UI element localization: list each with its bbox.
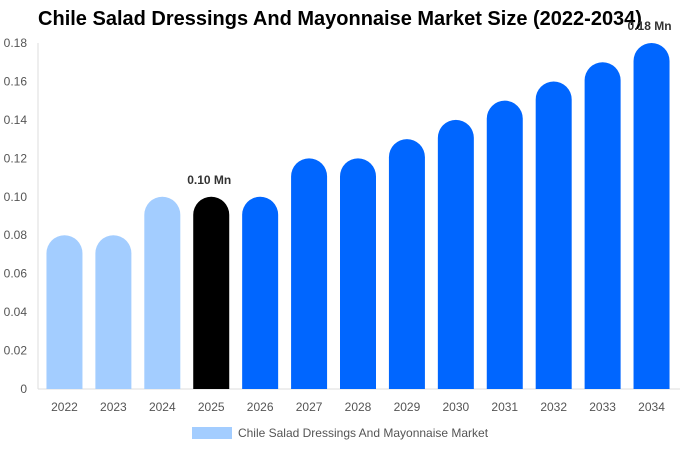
bar-2029: [388, 139, 425, 389]
chart-title: Chile Salad Dressings And Mayonnaise Mar…: [38, 8, 642, 30]
x-tick-label: 2022: [51, 400, 78, 414]
x-tick-label: 2032: [540, 400, 567, 414]
y-tick-label: 0.14: [4, 113, 28, 127]
y-tick-label: 0.18: [4, 36, 28, 50]
x-tick-label: 2030: [442, 400, 469, 414]
y-tick-label: 0.12: [4, 151, 28, 165]
x-tick-label: 2024: [149, 400, 176, 414]
y-tick-label: 0.06: [4, 267, 28, 281]
data-label: 0.18 Mn: [628, 19, 672, 33]
data-label: 0.10 Mn: [187, 173, 231, 187]
x-tick-label: 2025: [198, 400, 225, 414]
y-tick-label: 0.16: [4, 74, 28, 88]
legend-swatch: [191, 427, 232, 439]
x-tick-label: 2034: [638, 400, 665, 414]
bar-2031: [486, 100, 523, 389]
legend: Chile Salad Dressings And Mayonnaise Mar…: [0, 426, 680, 440]
x-tick-label: 2028: [345, 400, 372, 414]
y-tick-label: 0.02: [4, 344, 28, 358]
y-tick-label: 0: [20, 382, 27, 396]
bar-2033: [584, 62, 621, 389]
y-tick-label: 0.10: [4, 190, 28, 204]
bar-2030: [437, 119, 474, 389]
x-tick-label: 2031: [491, 400, 518, 414]
x-tick-label: 2026: [247, 400, 274, 414]
x-tick-label: 2027: [296, 400, 323, 414]
bar-2025: [193, 196, 230, 389]
x-tick-label: 2029: [394, 400, 421, 414]
bar-2022: [46, 235, 83, 389]
bar-2034: [633, 43, 670, 389]
bar-2024: [144, 196, 181, 389]
bar-2023: [95, 235, 132, 389]
bar-2032: [535, 81, 572, 389]
x-tick-label: 2023: [100, 400, 127, 414]
bar-2027: [291, 158, 328, 389]
y-tick-label: 0.08: [4, 228, 28, 242]
x-tick-label: 2033: [589, 400, 616, 414]
y-tick-label: 0.04: [4, 305, 28, 319]
legend-label: Chile Salad Dressings And Mayonnaise Mar…: [237, 426, 489, 440]
bar-2028: [340, 158, 376, 389]
bar-2026: [242, 196, 279, 389]
